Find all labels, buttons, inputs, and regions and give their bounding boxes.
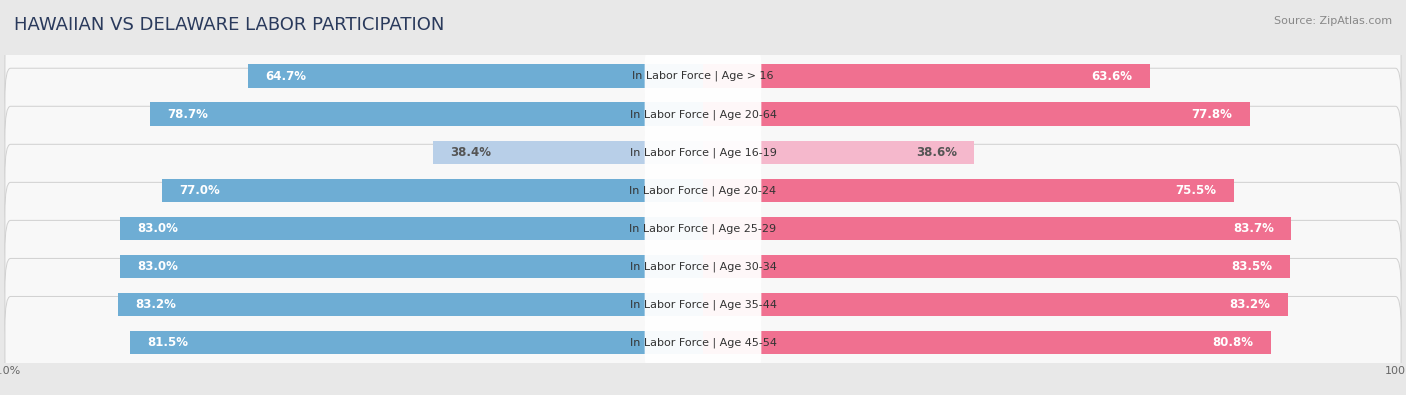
FancyBboxPatch shape (6, 297, 1400, 389)
Text: 81.5%: 81.5% (148, 336, 188, 349)
Bar (703, 331, 1271, 354)
Text: HAWAIIAN VS DELAWARE LABOR PARTICIPATION: HAWAIIAN VS DELAWARE LABOR PARTICIPATION (14, 16, 444, 34)
Text: In Labor Force | Age > 16: In Labor Force | Age > 16 (633, 71, 773, 81)
FancyBboxPatch shape (6, 106, 1400, 198)
FancyBboxPatch shape (644, 54, 762, 99)
FancyBboxPatch shape (6, 144, 1400, 236)
Bar (247, 64, 703, 88)
Text: 83.5%: 83.5% (1232, 260, 1272, 273)
FancyBboxPatch shape (644, 320, 762, 365)
Bar (118, 293, 703, 316)
Bar (120, 255, 703, 278)
FancyBboxPatch shape (644, 244, 762, 289)
Bar (162, 179, 703, 202)
Text: 83.2%: 83.2% (135, 298, 177, 311)
FancyBboxPatch shape (644, 92, 762, 137)
Text: In Labor Force | Age 45-54: In Labor Force | Age 45-54 (630, 337, 776, 348)
Bar (703, 216, 1292, 240)
Text: 83.2%: 83.2% (1229, 298, 1271, 311)
FancyBboxPatch shape (6, 182, 1400, 275)
Text: 77.8%: 77.8% (1191, 108, 1232, 121)
Bar (703, 255, 1291, 278)
Bar (703, 64, 1150, 88)
FancyBboxPatch shape (6, 220, 1400, 312)
Text: In Labor Force | Age 25-29: In Labor Force | Age 25-29 (630, 223, 776, 233)
FancyBboxPatch shape (644, 130, 762, 175)
FancyBboxPatch shape (6, 68, 1400, 160)
FancyBboxPatch shape (6, 258, 1400, 350)
Text: In Labor Force | Age 20-24: In Labor Force | Age 20-24 (630, 185, 776, 196)
Text: 83.7%: 83.7% (1233, 222, 1274, 235)
Text: In Labor Force | Age 16-19: In Labor Force | Age 16-19 (630, 147, 776, 158)
Text: 64.7%: 64.7% (266, 70, 307, 83)
Text: 78.7%: 78.7% (167, 108, 208, 121)
Bar (703, 293, 1288, 316)
Text: 38.6%: 38.6% (915, 146, 956, 159)
Text: 80.8%: 80.8% (1212, 336, 1254, 349)
Bar (703, 141, 974, 164)
Text: 77.0%: 77.0% (180, 184, 219, 197)
FancyBboxPatch shape (644, 206, 762, 251)
Text: 63.6%: 63.6% (1091, 70, 1133, 83)
Bar (120, 216, 703, 240)
Text: In Labor Force | Age 35-44: In Labor Force | Age 35-44 (630, 299, 776, 310)
Bar (129, 331, 703, 354)
FancyBboxPatch shape (6, 30, 1400, 122)
Bar (703, 179, 1234, 202)
Text: 83.0%: 83.0% (138, 260, 179, 273)
Bar (433, 141, 703, 164)
FancyBboxPatch shape (644, 282, 762, 327)
Bar (703, 102, 1250, 126)
Bar (149, 102, 703, 126)
Text: In Labor Force | Age 20-64: In Labor Force | Age 20-64 (630, 109, 776, 120)
Text: 75.5%: 75.5% (1175, 184, 1216, 197)
Text: Source: ZipAtlas.com: Source: ZipAtlas.com (1274, 16, 1392, 26)
FancyBboxPatch shape (644, 168, 762, 213)
Text: In Labor Force | Age 30-34: In Labor Force | Age 30-34 (630, 261, 776, 272)
Text: 83.0%: 83.0% (138, 222, 179, 235)
Text: 38.4%: 38.4% (450, 146, 492, 159)
